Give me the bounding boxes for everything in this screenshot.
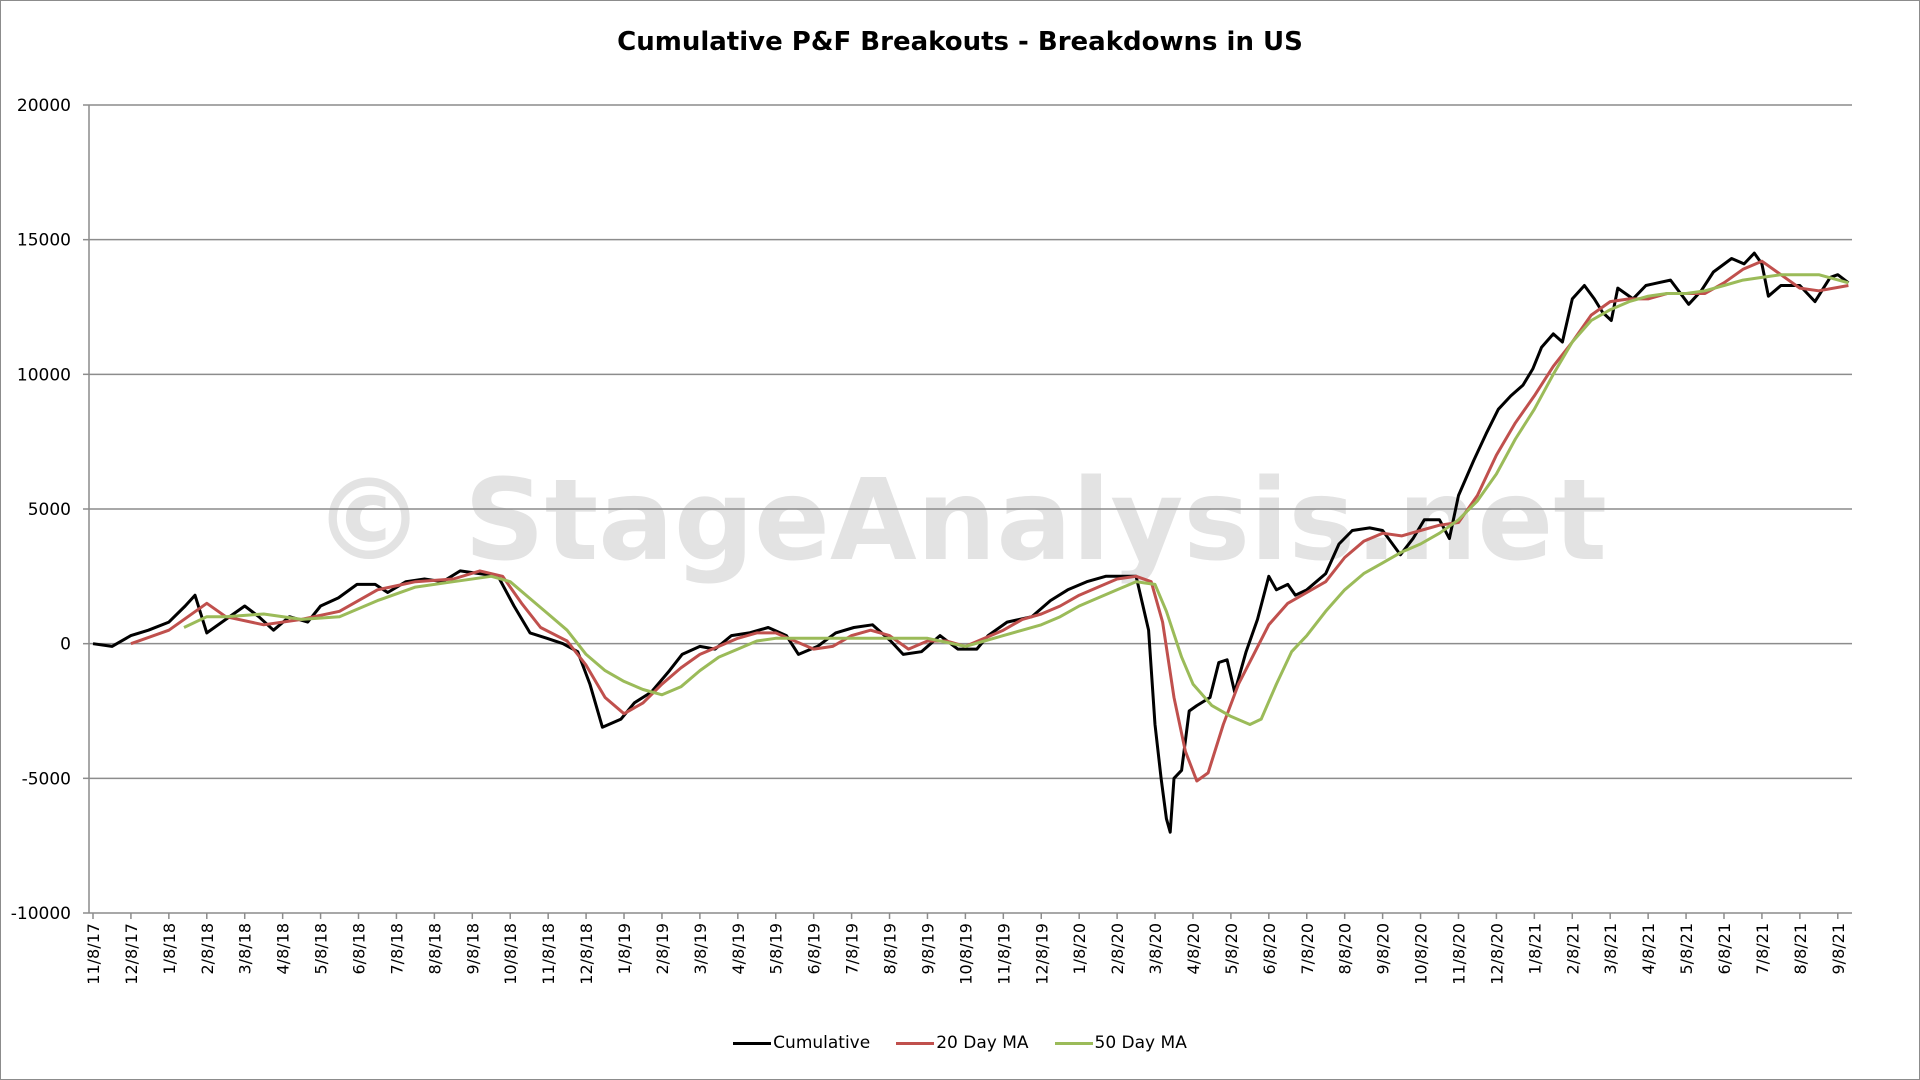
x-tick-label: 12/8/19 [1032,923,1051,985]
x-tick-label: 5/8/18 [312,923,331,975]
x-tick-label: 5/8/20 [1222,923,1241,975]
legend-label: 20 Day MA [936,1033,1029,1053]
y-tick-label: 15000 [17,231,71,251]
y-tick-label: 10000 [17,365,71,385]
legend-label: Cumulative [773,1033,871,1053]
x-tick-label: 5/8/19 [767,923,786,975]
y-tick-label: -5000 [22,769,71,789]
x-tick-label: 3/8/20 [1146,923,1165,975]
x-tick-label: 2/8/21 [1563,923,1582,975]
x-tick-label: 1/8/19 [615,923,634,975]
x-tick-label: 9/8/18 [463,923,482,975]
x-tick-label: 4/8/18 [274,923,293,975]
x-tick-label: 9/8/21 [1829,923,1848,975]
x-tick-label: 8/8/18 [425,923,444,975]
x-tick-label: 1/8/21 [1525,923,1544,975]
x-tick-label: 3/8/18 [236,923,255,975]
x-tick-label: 6/8/20 [1260,923,1279,975]
x-tick-label: 4/8/20 [1184,923,1203,975]
watermark: © StageAnalysis.net [313,456,1607,586]
x-tick-label: 11/8/20 [1449,923,1468,985]
y-tick-label: -10000 [11,904,71,924]
legend-swatch [733,1041,772,1045]
x-tick-label: 4/8/19 [729,923,748,975]
x-tick-label: 11/8/17 [84,923,103,985]
series-line-20-day-ma [130,259,1849,783]
x-tick-label: 6/8/18 [350,923,369,975]
x-tick-label: 2/8/18 [198,923,217,975]
x-tick-label: 2/8/20 [1108,923,1127,975]
y-tick-label: 5000 [28,500,71,520]
x-tick-label: 12/8/18 [577,923,596,985]
x-tick-label: 11/8/19 [994,923,1013,985]
x-tick-label: 9/8/19 [918,923,937,975]
legend-swatch [1054,1041,1093,1045]
y-tick-label: 0 [60,635,71,655]
x-tick-label: 1/8/20 [1070,923,1089,975]
legend-swatch [896,1041,935,1045]
x-tick-label: 6/8/21 [1715,923,1734,975]
x-tick-label: 3/8/21 [1601,923,1620,975]
x-tick-label: 8/8/20 [1336,923,1355,975]
x-tick-label: 11/8/18 [539,923,558,985]
x-tick-label: 5/8/21 [1677,923,1696,975]
x-tick-label: 7/8/19 [843,923,862,975]
legend-item-50-day-ma: 50 Day MA [1054,1033,1187,1053]
x-tick-label: 7/8/20 [1298,923,1317,975]
x-tick-label: 12/8/20 [1487,923,1506,985]
x-tick-label: 7/8/21 [1753,923,1772,975]
x-tick-label: 8/8/21 [1791,923,1810,975]
legend-label: 50 Day MA [1094,1033,1187,1053]
x-tick-label: 1/8/18 [160,923,179,975]
legend: Cumulative 20 Day MA 50 Day MA [1,1033,1919,1053]
legend-item-20-day-ma: 20 Day MA [896,1033,1029,1053]
x-tick-label: 7/8/18 [387,923,406,975]
y-tick-label: 20000 [17,96,71,116]
x-tick-label: 10/8/20 [1412,923,1431,985]
x-tick-label: 6/8/19 [805,923,824,975]
x-tick-label: 4/8/21 [1639,923,1658,975]
chart-title: Cumulative P&F Breakouts - Breakdowns in… [617,27,1303,57]
legend-item-cumulative: Cumulative [733,1033,870,1053]
x-tick-label: 12/8/17 [122,923,141,985]
x-tick-label: 2/8/19 [653,923,672,975]
series-line-50-day-ma [183,273,1849,726]
x-tick-label: 10/8/19 [956,923,975,985]
x-tick-label: 3/8/19 [691,923,710,975]
x-tick-label: 8/8/19 [881,923,900,975]
x-tick-label: 10/8/18 [501,923,520,985]
x-tick-label: 9/8/20 [1374,923,1393,975]
series-line-cumulative [92,251,1850,834]
